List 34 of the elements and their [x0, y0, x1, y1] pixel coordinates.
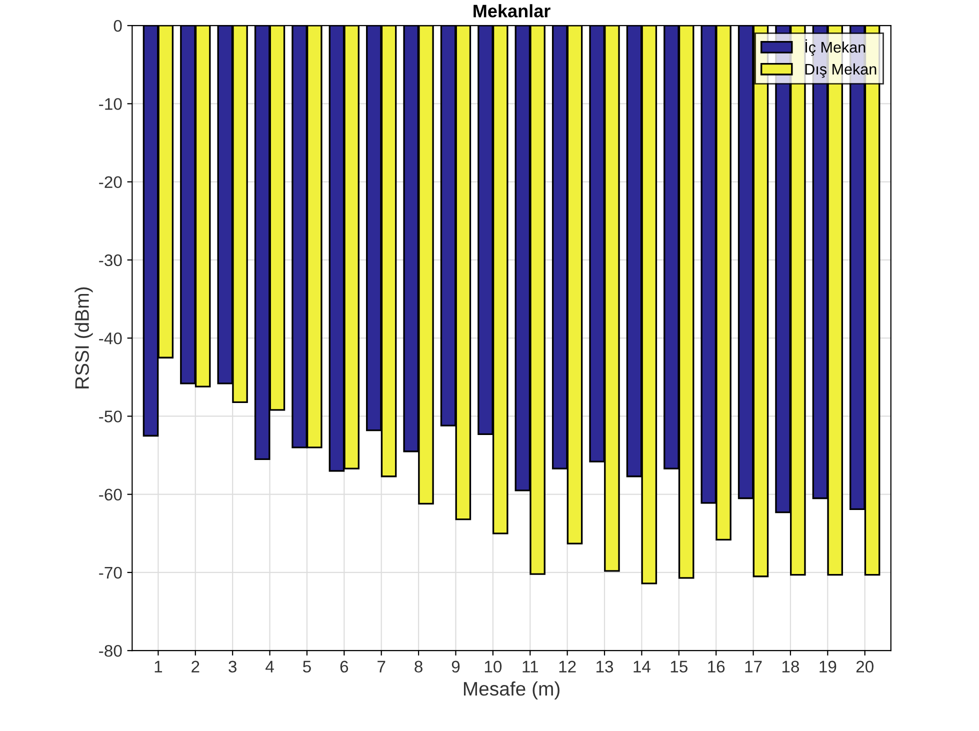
y-tick-label: -80	[99, 644, 122, 657]
x-tick-label: 14	[634, 660, 650, 672]
x-tick-label: 18	[782, 660, 800, 673]
x-tick-label: 6	[340, 660, 348, 673]
x-tick-label: 19	[820, 660, 836, 673]
x-axis-title: Mesafe (m)	[464, 681, 560, 700]
x-tick-label: 3	[228, 660, 236, 673]
x-tick-label: 2	[192, 660, 200, 672]
y-tick-label: -50	[99, 410, 122, 422]
chart-title: Mekanlar	[474, 4, 550, 18]
x-tick-label: 9	[452, 660, 460, 673]
x-tick-label: 13	[596, 660, 614, 673]
x-tick-label: 16	[708, 660, 725, 673]
y-tick-label: 0	[114, 20, 122, 32]
y-tick-label: -60	[99, 488, 122, 501]
y-tick-label: -20	[99, 176, 122, 188]
legend-label: Dış Mekan	[805, 63, 876, 78]
x-tick-label: 1	[154, 660, 162, 672]
x-tick-label: 17	[745, 660, 762, 672]
y-axis-title: RSSI (dBm)	[74, 287, 93, 388]
x-tick-label: 4	[266, 660, 274, 672]
x-tick-label: 12	[559, 660, 576, 672]
legend-label: İç Mekan	[806, 39, 866, 56]
x-tick-label: 10	[484, 660, 502, 673]
x-tick-label: 11	[522, 660, 538, 672]
x-tick-label: 8	[414, 660, 422, 673]
y-tick-label: -70	[99, 566, 122, 579]
y-tick-label: -40	[99, 332, 122, 344]
y-tick-label: -10	[99, 98, 122, 110]
y-tick-label: -30	[99, 254, 122, 266]
x-tick-label: 5	[303, 660, 311, 673]
x-tick-label: 15	[670, 660, 688, 673]
x-tick-label: 20	[856, 660, 874, 673]
x-tick-label: 7	[378, 660, 386, 672]
